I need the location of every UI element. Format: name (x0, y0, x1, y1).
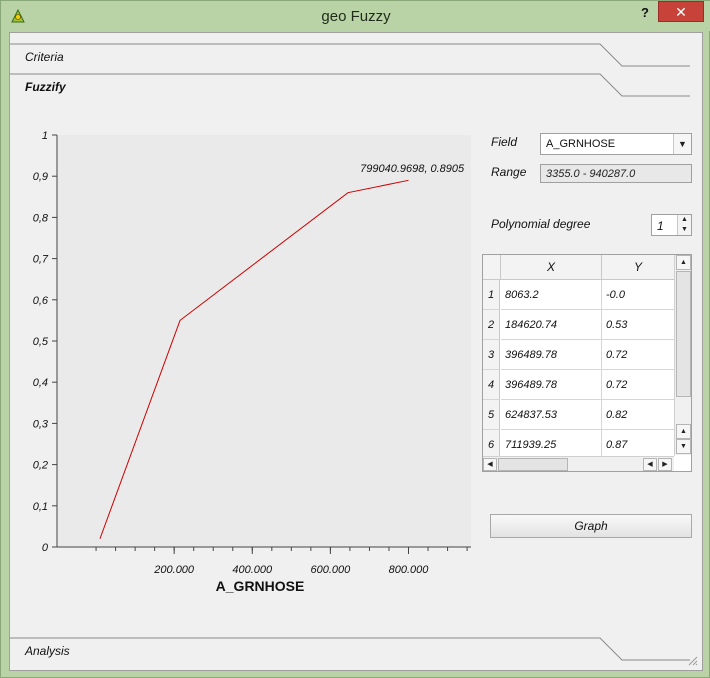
series-line (99, 179, 409, 539)
y-tick-label: 0,7 (33, 254, 49, 266)
field-select-value: A_GRNHOSE (546, 138, 616, 150)
x-tick-label: 800.000 (389, 564, 430, 576)
polynomial-degree-value: 1 (657, 219, 664, 233)
chevron-down-icon[interactable]: ▼ (673, 134, 691, 154)
cell-y[interactable]: -0.0 (602, 280, 675, 310)
scroll-thumb[interactable] (498, 458, 568, 471)
dialog-body: Criteria Fuzzify 0 0,1 0,2 0,3 0,4 0,5 0,6 0,7 0… (9, 32, 703, 671)
close-button[interactable]: ✕ (658, 1, 704, 22)
section-analysis-label: Analysis (25, 644, 70, 658)
cell-x[interactable]: 8063.2 (501, 280, 602, 310)
section-analysis[interactable]: Analysis (10, 636, 702, 664)
scroll-thumb[interactable] (676, 271, 691, 397)
triangle-down-icon[interactable]: ▼ (678, 225, 691, 235)
row-header[interactable]: 3 (483, 340, 500, 370)
table-vertical-scrollbar[interactable]: ▲ ▲ ▼ (674, 255, 691, 455)
y-tick-label: 0,5 (33, 336, 49, 348)
scroll-down-icon[interactable]: ▼ (676, 439, 691, 454)
column-header-x[interactable]: X (501, 255, 602, 280)
field-label: Field (491, 135, 518, 149)
y-tick-label: 0,9 (33, 171, 48, 183)
cell-x[interactable]: 624837.53 (501, 400, 602, 430)
qgis-plugin-icon (11, 8, 25, 23)
row-header[interactable]: 5 (483, 400, 500, 430)
polynomial-degree-spinbox[interactable]: 1 ▲ ▼ (651, 214, 692, 236)
cell-y[interactable]: 0.72 (602, 370, 675, 400)
field-select[interactable]: A_GRNHOSE ▼ (540, 133, 692, 155)
plot-background (57, 135, 471, 547)
window-title: geo Fuzzy (321, 8, 391, 25)
fuzzy-chart: 0 0,1 0,2 0,3 0,4 0,5 0,6 0,7 0,8 0,9 1 200.000 400.… (33, 130, 471, 594)
column-header-y[interactable]: Y (602, 255, 675, 280)
section-divider (10, 43, 690, 67)
table-row[interactable]: 3 396489.78 0.72 (483, 340, 675, 370)
table-row[interactable]: 6 711939.25 0.87 (483, 430, 675, 456)
y-tick-label: 0,1 (33, 501, 48, 513)
table-horizontal-scrollbar[interactable]: ◀ ◀ ▶ (483, 456, 674, 471)
range-field: 3355.0 - 940287.0 (540, 164, 692, 183)
y-tick-label: 0,8 (33, 212, 49, 224)
x-tick-label: 200.000 (153, 564, 195, 576)
section-fuzzify-label: Fuzzify (25, 80, 66, 94)
table-row[interactable]: 5 624837.53 0.82 (483, 400, 675, 430)
cell-y[interactable]: 0.53 (602, 310, 675, 340)
y-tick-label: 0,3 (33, 418, 49, 430)
section-fuzzify[interactable]: Fuzzify (10, 72, 702, 100)
range-label: Range (491, 165, 527, 179)
cell-y[interactable]: 0.72 (602, 340, 675, 370)
help-button[interactable]: ? (641, 5, 649, 20)
cell-x[interactable]: 711939.25 (501, 430, 602, 456)
title-bar: geo Fuzzy ? ✕ (1, 1, 710, 31)
cell-y[interactable]: 0.87 (602, 430, 675, 456)
x-tick-label: 600.000 (311, 564, 352, 576)
row-header[interactable]: 2 (483, 310, 500, 340)
scroll-right-icon[interactable]: ▶ (658, 458, 672, 471)
section-divider (10, 637, 690, 661)
table-row[interactable]: 2 184620.74 0.53 (483, 310, 675, 340)
row-header[interactable]: 6 (483, 430, 500, 456)
section-criteria[interactable]: Criteria (10, 42, 702, 70)
y-tick-label: 0,2 (33, 460, 48, 472)
triangle-up-icon[interactable]: ▲ (678, 215, 691, 225)
scroll-left-icon[interactable]: ◀ (483, 458, 497, 471)
x-tick-label: 400.000 (232, 564, 273, 576)
spin-buttons: ▲ ▼ (677, 215, 691, 235)
table-row[interactable]: 4 396489.78 0.72 (483, 370, 675, 400)
xy-table[interactable]: X Y 1 8063.2 -0.0 2 184620.74 0.53 3 396… (482, 254, 692, 472)
point-annotation: 799040.9698, 0.8905 (360, 163, 465, 175)
scroll-up-icon[interactable]: ▲ (676, 424, 691, 439)
graph-button[interactable]: Graph (490, 514, 692, 538)
resize-grip-icon[interactable] (686, 654, 698, 666)
cell-x[interactable]: 396489.78 (501, 340, 602, 370)
row-header[interactable]: 1 (483, 280, 500, 310)
y-tick-label: 1 (42, 130, 48, 142)
polynomial-degree-label: Polynomial degree (491, 217, 591, 231)
x-axis-label: A_GRNHOSE (216, 578, 305, 594)
section-divider (10, 73, 690, 97)
scroll-up-icon[interactable]: ▲ (676, 255, 691, 270)
table-corner[interactable] (483, 255, 501, 280)
cell-y[interactable]: 0.82 (602, 400, 675, 430)
y-tick-label: 0 (42, 542, 49, 554)
table-row[interactable]: 1 8063.2 -0.0 (483, 280, 675, 310)
y-tick-label: 0,4 (33, 377, 48, 389)
row-header[interactable]: 4 (483, 370, 500, 400)
scroll-left-icon[interactable]: ◀ (643, 458, 657, 471)
cell-x[interactable]: 396489.78 (501, 370, 602, 400)
section-criteria-label: Criteria (25, 50, 64, 64)
cell-x[interactable]: 184620.74 (501, 310, 602, 340)
range-value: 3355.0 - 940287.0 (546, 168, 636, 180)
y-tick-label: 0,6 (33, 295, 49, 307)
